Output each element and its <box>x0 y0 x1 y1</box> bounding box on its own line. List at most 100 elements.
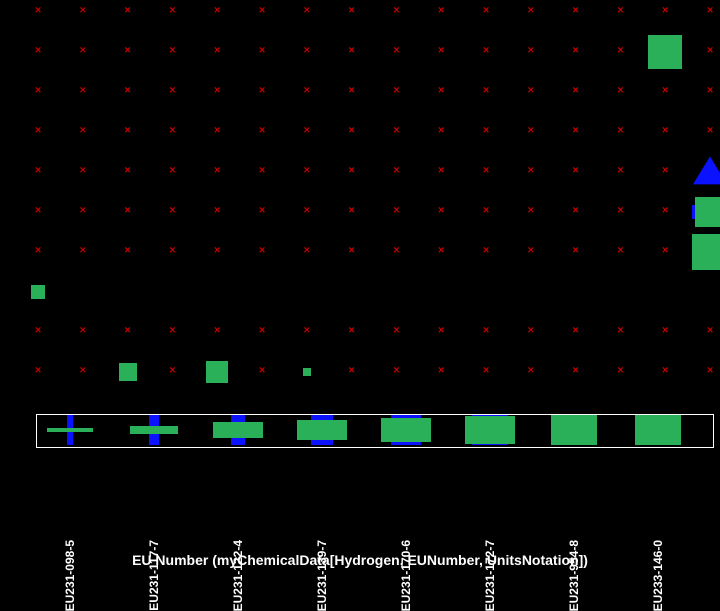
x-marker: × <box>527 87 534 98</box>
x-marker: × <box>617 127 624 138</box>
x-marker: × <box>617 367 624 378</box>
x-marker: × <box>572 247 579 258</box>
x-marker: × <box>707 367 714 378</box>
x-marker: × <box>124 87 131 98</box>
x-marker: × <box>303 7 310 18</box>
x-marker: × <box>79 367 86 378</box>
x-marker: × <box>169 167 176 178</box>
x-marker: × <box>393 247 400 258</box>
x-marker: × <box>259 367 266 378</box>
x-tick-label: EU231-098-5 <box>63 540 77 611</box>
x-marker: × <box>35 87 42 98</box>
x-marker: × <box>79 327 86 338</box>
x-marker: × <box>259 207 266 218</box>
x-marker: × <box>348 167 355 178</box>
x-marker: × <box>393 47 400 58</box>
x-marker: × <box>527 327 534 338</box>
x-marker: × <box>438 247 445 258</box>
x-marker: × <box>662 7 669 18</box>
green-square <box>303 368 311 376</box>
x-tick-label: EU231-172-7 <box>483 540 497 611</box>
x-marker: × <box>169 327 176 338</box>
x-axis-title: EU Number (myChemicalData[Hydrogen, EUNu… <box>132 552 588 568</box>
x-marker: × <box>572 327 579 338</box>
x-marker: × <box>79 167 86 178</box>
x-marker: × <box>483 7 490 18</box>
x-marker: × <box>483 207 490 218</box>
x-marker: × <box>527 7 534 18</box>
x-marker: × <box>393 367 400 378</box>
x-marker: × <box>348 127 355 138</box>
x-marker: × <box>348 7 355 18</box>
x-marker: × <box>303 47 310 58</box>
x-marker: × <box>259 247 266 258</box>
x-marker: × <box>527 47 534 58</box>
x-marker: × <box>617 207 624 218</box>
x-marker: × <box>438 7 445 18</box>
x-marker: × <box>124 7 131 18</box>
x-marker: × <box>572 7 579 18</box>
x-marker: × <box>617 87 624 98</box>
x-marker: × <box>35 247 42 258</box>
x-marker: × <box>662 167 669 178</box>
x-marker: × <box>79 207 86 218</box>
x-marker: × <box>707 127 714 138</box>
x-marker: × <box>707 327 714 338</box>
x-marker: × <box>438 127 445 138</box>
x-marker: × <box>707 47 714 58</box>
x-marker: × <box>169 47 176 58</box>
x-marker: × <box>259 7 266 18</box>
green-square <box>119 363 137 381</box>
x-marker: × <box>483 327 490 338</box>
x-marker: × <box>572 167 579 178</box>
x-marker: × <box>214 247 221 258</box>
green-square <box>692 234 720 270</box>
x-marker: × <box>214 327 221 338</box>
x-marker: × <box>527 367 534 378</box>
x-marker: × <box>662 87 669 98</box>
x-tick-label: EU233-146-0 <box>651 540 665 611</box>
x-marker: × <box>483 87 490 98</box>
x-marker: × <box>527 247 534 258</box>
x-marker: × <box>348 367 355 378</box>
x-tick-label: EU231-139-7 <box>315 540 329 611</box>
x-marker: × <box>393 87 400 98</box>
x-marker: × <box>79 247 86 258</box>
x-marker: × <box>303 207 310 218</box>
x-marker: × <box>303 87 310 98</box>
x-marker: × <box>438 207 445 218</box>
x-marker: × <box>393 167 400 178</box>
x-tick-label: EU231-117-7 <box>147 540 161 611</box>
x-marker: × <box>438 367 445 378</box>
x-marker: × <box>124 207 131 218</box>
x-marker: × <box>707 87 714 98</box>
x-marker: × <box>438 167 445 178</box>
x-marker: × <box>169 87 176 98</box>
x-marker: × <box>79 127 86 138</box>
green-square <box>31 285 45 299</box>
x-marker: × <box>303 167 310 178</box>
x-marker: × <box>35 367 42 378</box>
x-marker: × <box>35 327 42 338</box>
x-marker: × <box>527 167 534 178</box>
bottom-row-box <box>36 414 714 448</box>
x-marker: × <box>348 207 355 218</box>
x-marker: × <box>662 127 669 138</box>
x-marker: × <box>214 127 221 138</box>
x-marker: × <box>169 127 176 138</box>
x-marker: × <box>438 47 445 58</box>
x-marker: × <box>572 47 579 58</box>
x-marker: × <box>259 127 266 138</box>
x-marker: × <box>303 127 310 138</box>
x-marker: × <box>527 127 534 138</box>
x-marker: × <box>124 327 131 338</box>
x-marker: × <box>214 167 221 178</box>
x-marker: × <box>438 327 445 338</box>
x-marker: × <box>259 87 266 98</box>
x-marker: × <box>169 247 176 258</box>
x-marker: × <box>483 127 490 138</box>
x-marker: × <box>662 207 669 218</box>
x-marker: × <box>483 167 490 178</box>
x-marker: × <box>393 7 400 18</box>
x-marker: × <box>572 207 579 218</box>
